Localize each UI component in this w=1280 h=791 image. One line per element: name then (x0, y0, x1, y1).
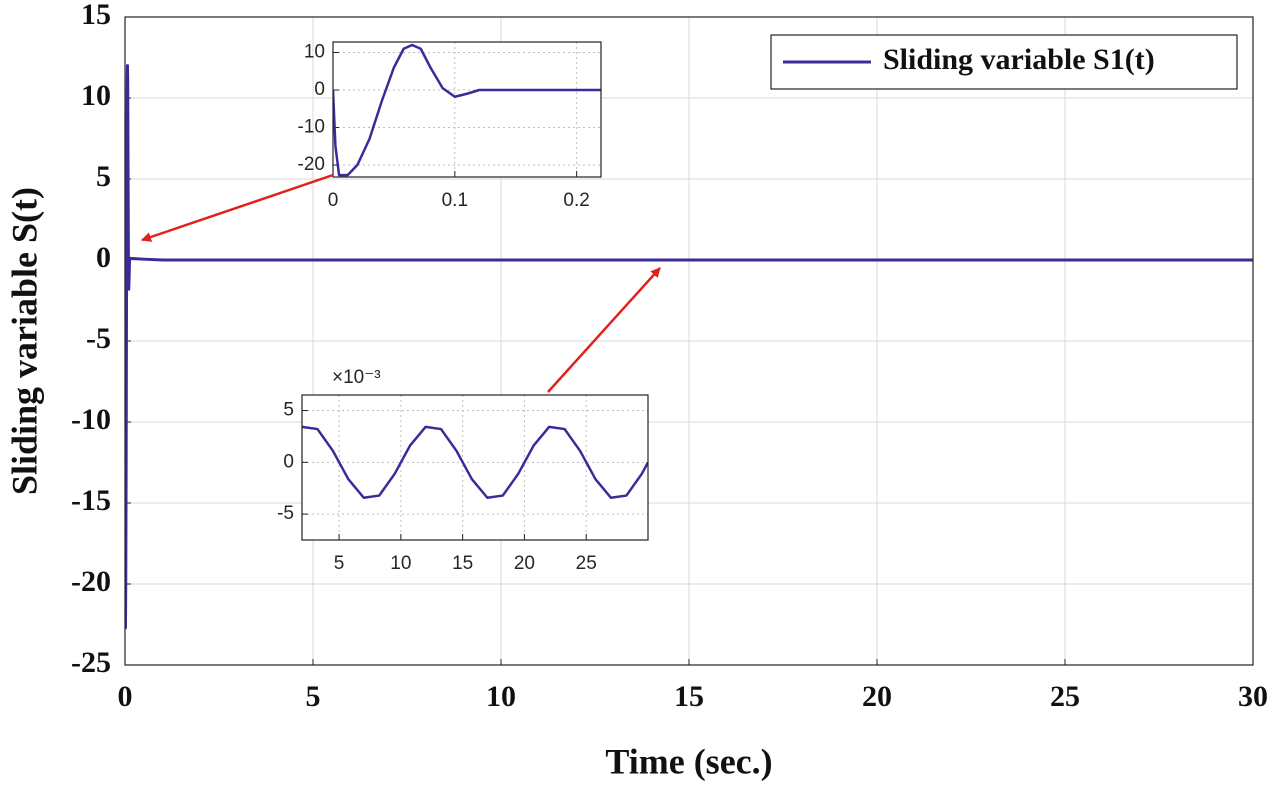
y-tick-label: -25 (71, 646, 111, 679)
x-tick-label: 30 (1238, 680, 1268, 713)
x-tick-label: 10 (486, 680, 516, 713)
x-tick-label: 20 (862, 680, 892, 713)
arrow (547, 267, 661, 393)
plot-area (302, 395, 648, 540)
y-tick-label: 10 (81, 79, 111, 112)
x-tick-label: 0.1 (442, 190, 468, 211)
x-tick-label: 0 (328, 190, 339, 211)
x-tick-label: 25 (576, 553, 597, 574)
x-axis-label: Time (sec.) (605, 741, 772, 781)
x-tick-label: 15 (452, 553, 473, 574)
y-tick-label: 5 (96, 160, 111, 193)
axes-frame (301, 394, 649, 541)
plot-area (333, 42, 601, 177)
y-tick-label: 10 (304, 42, 325, 63)
x-tick-label: 10 (390, 553, 411, 574)
y-tick-label: 0 (96, 241, 111, 274)
y-axis-label: Sliding variable S(t) (4, 187, 44, 495)
arrow (141, 173, 334, 242)
y-tick-label: -20 (298, 154, 325, 175)
y-tick-label: -20 (71, 565, 111, 598)
y-tick-label: 0 (283, 451, 294, 472)
x-tick-label: 5 (306, 680, 321, 713)
y-tick-label: -5 (277, 503, 294, 524)
y-tick-label: -15 (71, 484, 111, 517)
plots: 0 5 10 15 20 25 30 -25 -20 -15 -10 -5 0 5 10 15 Time (se… (4, 0, 1268, 781)
legend-label: Sliding variable S1(t) (883, 43, 1155, 76)
x-tick-label: 20 (514, 553, 535, 574)
axes-frame (124, 16, 1254, 666)
series-line (302, 425, 648, 499)
x-tick-label: 0.2 (563, 190, 589, 211)
arrows (141, 173, 661, 393)
axes-frame (332, 41, 602, 178)
series-line (333, 43, 601, 177)
y-tick-label: 15 (81, 0, 111, 31)
y-tick-label: 5 (283, 400, 294, 421)
y-tick-label: -10 (71, 403, 111, 436)
y-exponent: ×10⁻³ (332, 367, 381, 388)
x-tick-label: 25 (1050, 680, 1080, 713)
y-tick-label: -10 (298, 117, 325, 138)
x-tick-label: 0 (118, 680, 133, 713)
x-tick-label: 5 (334, 553, 345, 574)
y-tick-label: 0 (314, 79, 325, 100)
x-tick-label: 15 (674, 680, 704, 713)
y-tick-label: -5 (86, 322, 111, 355)
